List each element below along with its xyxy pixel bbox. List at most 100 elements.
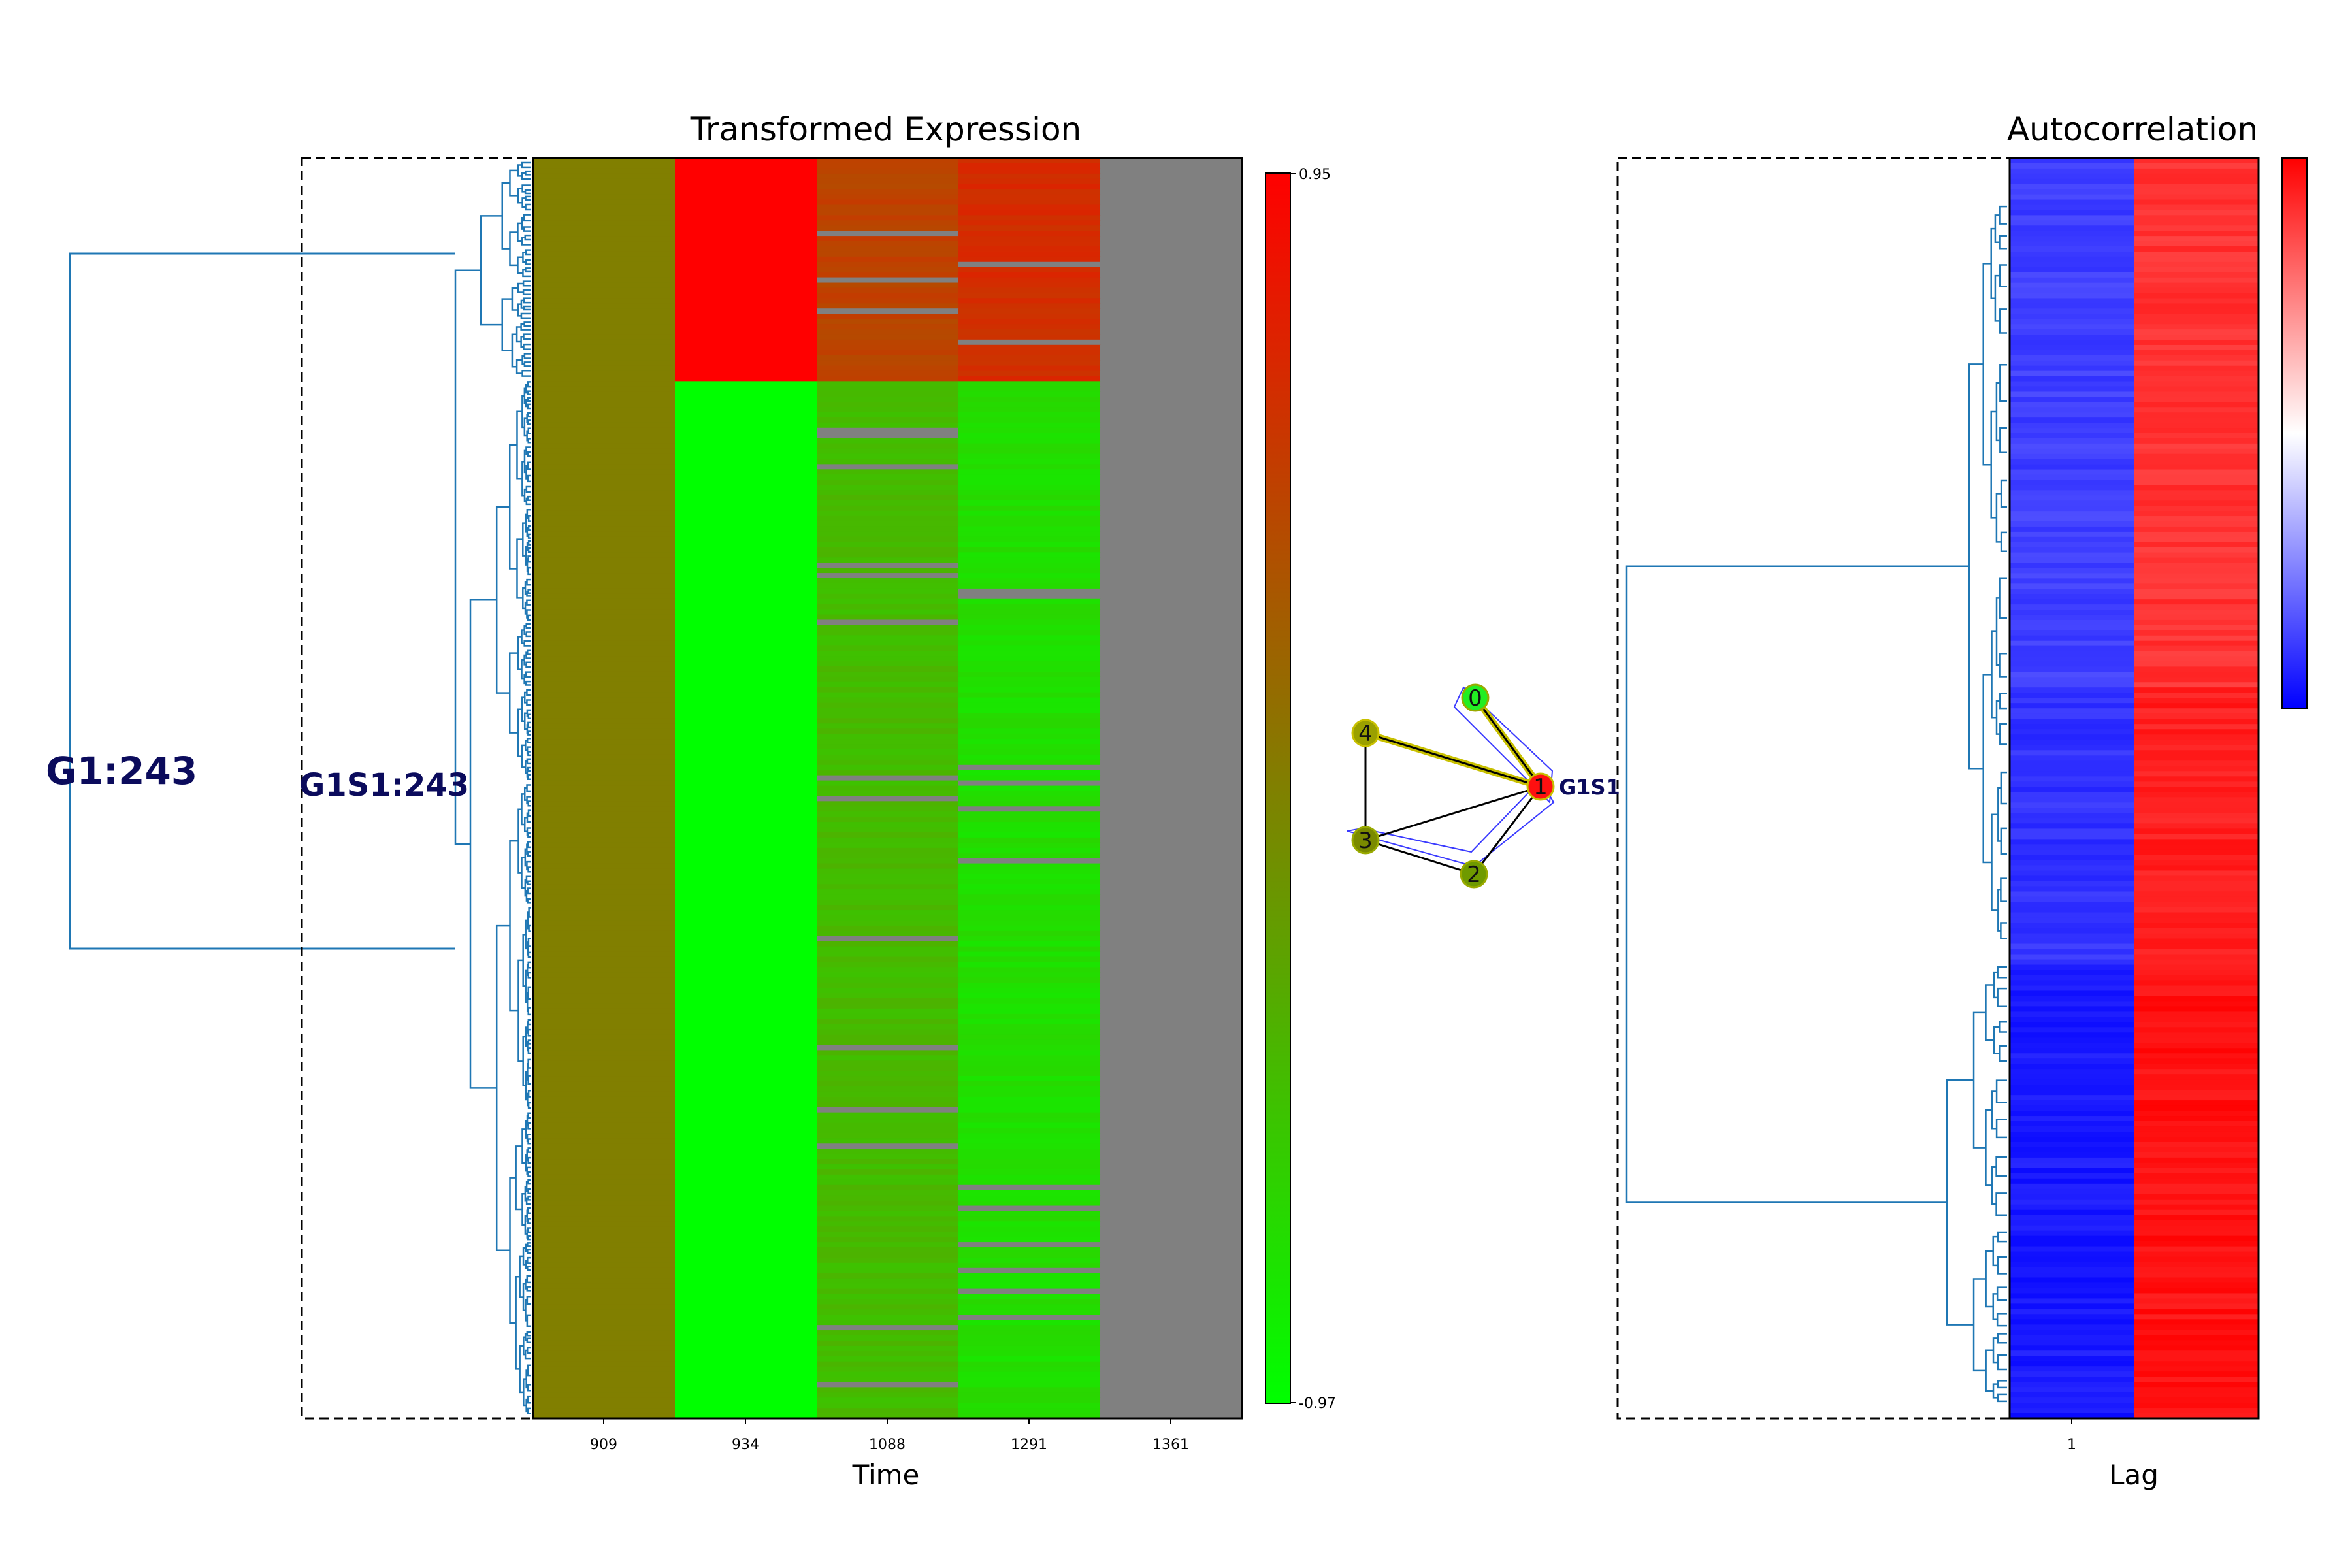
autocorrelation-cell — [2134, 1413, 2259, 1419]
autocorrelation-cell — [2134, 199, 2259, 206]
heatmap-cell — [675, 344, 817, 351]
heatmap-cell — [958, 723, 1101, 729]
autocorrelation-cell — [2010, 1293, 2135, 1299]
heatmap-cell — [817, 495, 959, 501]
heatmap-cell — [1100, 422, 1243, 429]
autocorrelation-dendrogram-link — [1999, 577, 2007, 619]
autocorrelation-cell — [2010, 1136, 2135, 1143]
heatmap-cell — [958, 749, 1101, 755]
heatmap-cell — [1100, 573, 1243, 579]
heatmap-cell — [533, 832, 676, 838]
node-3[interactable]: 3 — [1351, 826, 1380, 855]
expression-dendrogram-link — [527, 766, 531, 772]
heatmap-cell — [817, 1149, 959, 1154]
heatmap-cell — [817, 521, 959, 527]
expression-dendrogram-link — [509, 840, 519, 1012]
autocorrelation-cell — [2010, 1126, 2135, 1132]
cluster-label-g1s1: G1S1:243 — [299, 767, 469, 804]
heatmap-cell — [675, 630, 817, 636]
node-4[interactable]: 4 — [1351, 719, 1380, 747]
heatmap-cell — [958, 1267, 1101, 1274]
heatmap-cell — [533, 1143, 676, 1149]
edge-0-1-core — [1474, 697, 1542, 787]
heatmap-cell — [675, 1055, 817, 1061]
heatmap-cell — [675, 1133, 817, 1139]
heatmap-cell — [675, 936, 817, 942]
heatmap-cell — [1100, 734, 1243, 740]
heatmap-cell — [675, 1045, 817, 1051]
expression-dendrogram-link — [527, 866, 531, 873]
expression-dendrogram-link — [522, 280, 531, 287]
autocorrelation-cell — [2134, 251, 2259, 257]
node-3-label: 3 — [1358, 828, 1373, 854]
heatmap-cell — [958, 557, 1101, 563]
heatmap-cell — [817, 817, 959, 823]
x-tick-label-1361: 1361 — [1152, 1437, 1189, 1453]
heatmap-cell — [1100, 1283, 1243, 1290]
autocorrelation-dendrogram-link — [1985, 1349, 1994, 1392]
expression-dendrogram-link — [527, 412, 531, 418]
edge-3-1 — [1365, 785, 1541, 841]
heatmap-cell — [958, 1288, 1101, 1295]
heatmap-cell — [675, 956, 817, 963]
heatmap-cell — [817, 1221, 959, 1227]
heatmap-cell — [958, 936, 1101, 942]
heatmap-cell — [958, 770, 1101, 776]
autocorrelation-cell — [2010, 1345, 2135, 1351]
heatmap-cell — [817, 189, 959, 195]
heatmap-cell — [1100, 163, 1243, 169]
heatmap-cell — [817, 941, 959, 947]
heatmap-cell — [675, 350, 817, 356]
heatmap-cell — [817, 386, 959, 392]
heatmap-cell — [1100, 376, 1243, 382]
heatmap-cell — [675, 1190, 817, 1196]
heatmap-cell — [958, 764, 1101, 771]
autocorrelation-dendrogram-root — [1625, 565, 1969, 1203]
heatmap-cell — [533, 1091, 676, 1098]
heatmap-cell — [817, 853, 959, 859]
heatmap-cell — [533, 728, 676, 734]
heatmap-cell — [675, 625, 817, 630]
heatmap-cell — [958, 946, 1101, 953]
heatmap-cell — [533, 1366, 676, 1373]
heatmap-cell — [533, 1066, 676, 1071]
autocorrelation-cell — [2010, 1199, 2135, 1205]
node-0[interactable]: 0 — [1461, 683, 1490, 712]
heatmap-cell — [958, 225, 1101, 231]
heatmap-cell — [533, 785, 676, 792]
node-0-label: 0 — [1468, 685, 1482, 711]
node-3-marker — [1351, 826, 1380, 855]
heatmap-cell — [675, 1102, 817, 1108]
heatmap-cell — [533, 505, 676, 512]
heatmap-cell — [958, 853, 1101, 859]
heatmap-cell — [533, 775, 676, 781]
heatmap-cell — [1100, 1403, 1243, 1409]
heatmap-cell — [533, 1034, 676, 1041]
heatmap-cell — [958, 1055, 1101, 1061]
node-2[interactable]: 2 — [1460, 860, 1488, 889]
node-0-marker — [1461, 683, 1490, 712]
heatmap-cell — [1100, 1184, 1243, 1191]
heatmap-cell — [817, 837, 959, 843]
heatmap-cell — [958, 1247, 1101, 1253]
autocorrelation-cell — [2010, 902, 2135, 908]
heatmap-cell — [533, 1050, 676, 1056]
heatmap-cell — [533, 1138, 676, 1144]
autocorrelation-cell — [2010, 1100, 2135, 1106]
heatmap-cell — [533, 1232, 676, 1237]
heatmap-cell — [958, 422, 1101, 429]
node-1[interactable]: 1 — [1526, 772, 1555, 801]
heatmap-cell — [817, 251, 959, 257]
heatmap-cell — [958, 598, 1101, 605]
heatmap-cell — [958, 785, 1101, 792]
expression-dendrogram-link — [527, 1041, 529, 1052]
heatmap-cell — [958, 874, 1101, 880]
autocorrelation-cell — [2134, 1173, 2259, 1179]
heatmap-cell — [817, 168, 959, 174]
autocorrelation-cell — [2134, 834, 2259, 840]
heatmap-cell — [675, 1309, 817, 1315]
heatmap-cell — [958, 1107, 1101, 1113]
expression-dendrogram-link — [527, 751, 531, 757]
heatmap-cell — [533, 1149, 676, 1154]
autocorrelation-x-axis-title: Lag — [2109, 1459, 2159, 1491]
